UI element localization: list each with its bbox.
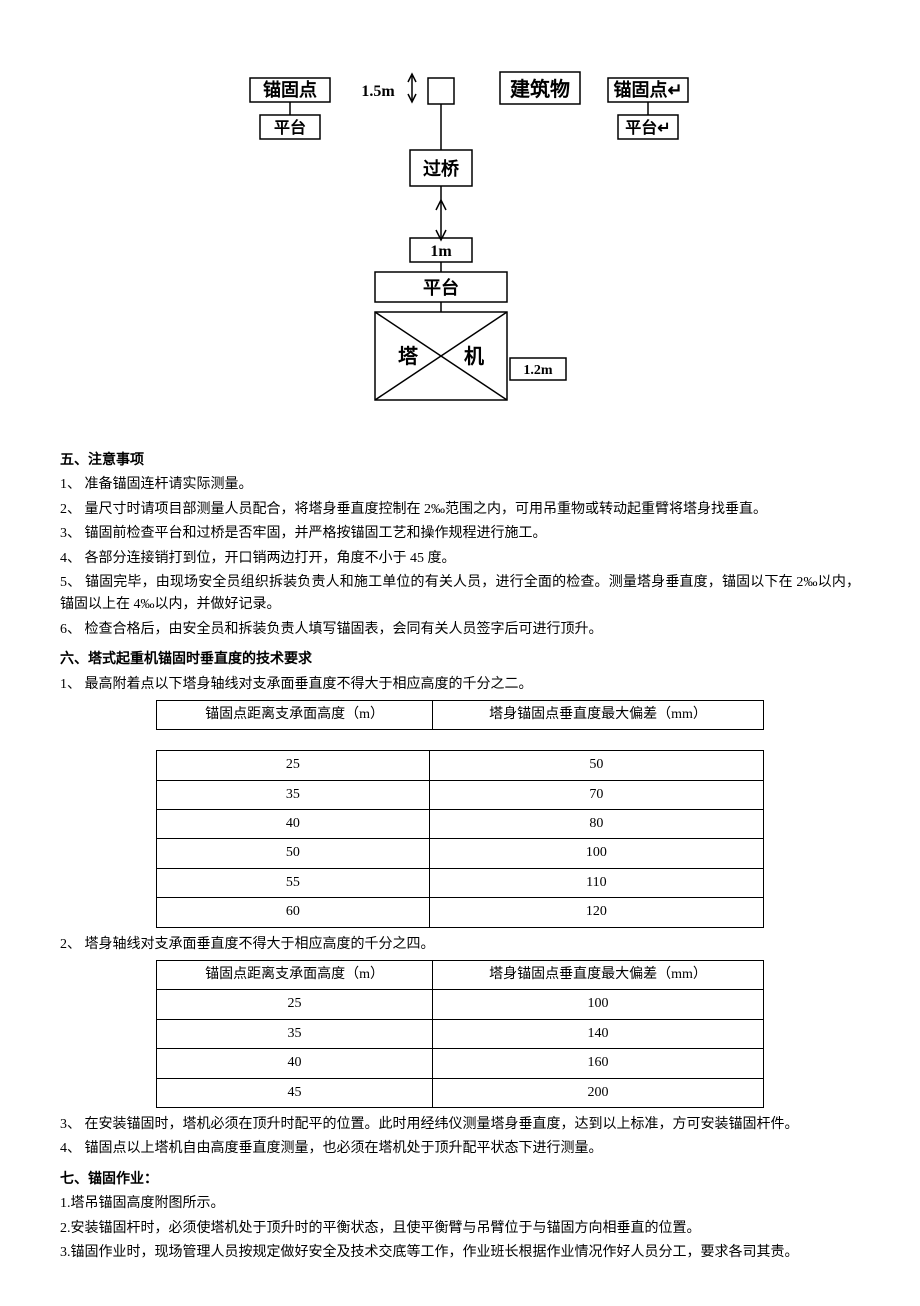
table-row: 40160 bbox=[157, 1049, 764, 1078]
table-header-row: 锚固点距离支承面高度（m） 塔身锚固点垂直度最大偏差（mm） bbox=[157, 700, 764, 729]
label-1-2m: 1.2m bbox=[523, 363, 553, 378]
table-row: 4080 bbox=[157, 810, 764, 839]
section7-item: 1.塔吊锚固高度附图所示。 bbox=[60, 1193, 860, 1215]
label-crane: 机 bbox=[464, 344, 484, 368]
section7-item: 3.锚固作业时，现场管理人员按规定做好安全及技术交底等工作，作业班长根据作业情况… bbox=[60, 1242, 860, 1264]
label-1-5m: 1.5m bbox=[361, 83, 395, 100]
label-platform-right: 平台↵ bbox=[625, 118, 670, 137]
table-header-cell: 锚固点距离支承面高度（m） bbox=[157, 700, 433, 729]
table-row: 35140 bbox=[157, 1019, 764, 1048]
diagram-container: 锚固点 1.5m 建筑物 锚固点↵ 平台 平台↵ 过桥 1m bbox=[60, 40, 860, 420]
table-header-cell: 锚固点距离支承面高度（m） bbox=[157, 961, 433, 990]
section5-item: 6、 检查合格后，由安全员和拆装负责人填写锚固表，会同有关人员签字后可进行顶升。 bbox=[60, 619, 860, 641]
verticality-table-1-body: 2550 3570 4080 50100 55110 60120 bbox=[156, 750, 764, 927]
section5-item: 5、 锚固完毕，由现场安全员组织拆装负责人和施工单位的有关人员，进行全面的检查。… bbox=[60, 572, 860, 617]
section6-item4: 4、 锚固点以上塔机自由高度垂直度测量，也必须在塔机处于顶升配平状态下进行测量。 bbox=[60, 1138, 860, 1160]
section6-title: 六、塔式起重机锚固时垂直度的技术要求 bbox=[60, 649, 860, 671]
label-tower: 塔 bbox=[398, 345, 419, 368]
label-platform: 平台 bbox=[423, 277, 459, 298]
section7-item: 2.安装锚固杆时，必须使塔机处于顶升时的平衡状态，且使平衡臂与吊臂位于与锚固方向… bbox=[60, 1218, 860, 1240]
table-row: 60120 bbox=[157, 898, 764, 927]
verticality-table-2: 锚固点距离支承面高度（m） 塔身锚固点垂直度最大偏差（mm） 25100 351… bbox=[156, 960, 764, 1108]
table-row: 2550 bbox=[157, 751, 764, 780]
section5-title: 五、注意事项 bbox=[60, 450, 860, 472]
section5-item: 1、 准备锚固连杆请实际测量。 bbox=[60, 474, 860, 496]
section6-item3: 3、 在安装锚固时，塔机必须在顶升时配平的位置。此时用经纬仪测量塔身垂直度，达到… bbox=[60, 1114, 860, 1136]
table-row: 3570 bbox=[157, 780, 764, 809]
verticality-table-1: 锚固点距离支承面高度（m） 塔身锚固点垂直度最大偏差（mm） bbox=[156, 700, 764, 730]
table-row: 50100 bbox=[157, 839, 764, 868]
table-row: 25100 bbox=[157, 990, 764, 1019]
section5-item: 3、 锚固前检查平台和过桥是否牢固，并严格按锚固工艺和操作规程进行施工。 bbox=[60, 523, 860, 545]
table-row: 55110 bbox=[157, 868, 764, 897]
table-header-row: 锚固点距离支承面高度（m） 塔身锚固点垂直度最大偏差（mm） bbox=[157, 961, 764, 990]
label-anchor-right: 锚固点↵ bbox=[613, 79, 682, 100]
label-building: 建筑物 bbox=[510, 77, 570, 101]
label-anchor-left: 锚固点 bbox=[263, 79, 317, 100]
section6-item2: 2、 塔身轴线对支承面垂直度不得大于相应高度的千分之四。 bbox=[60, 934, 860, 956]
table-header-cell: 塔身锚固点垂直度最大偏差（mm） bbox=[433, 961, 764, 990]
label-bridge: 过桥 bbox=[423, 158, 460, 179]
label-1m: 1m bbox=[430, 243, 452, 260]
tower-crane-diagram: 锚固点 1.5m 建筑物 锚固点↵ 平台 平台↵ 过桥 1m bbox=[220, 40, 700, 420]
label-platform-left: 平台 bbox=[274, 118, 306, 137]
section7-title: 七、锚固作业： bbox=[60, 1169, 860, 1191]
section5-item: 4、 各部分连接销打到位，开口销两边打开，角度不小于 45 度。 bbox=[60, 548, 860, 570]
table-row: 45200 bbox=[157, 1078, 764, 1107]
section5-item: 2、 量尺寸时请项目部测量人员配合，将塔身垂直度控制在 2‰范围之内，可用吊重物… bbox=[60, 499, 860, 521]
section6-item1: 1、 最高附着点以下塔身轴线对支承面垂直度不得大于相应高度的千分之二。 bbox=[60, 674, 860, 696]
table-header-cell: 塔身锚固点垂直度最大偏差（mm） bbox=[433, 700, 764, 729]
